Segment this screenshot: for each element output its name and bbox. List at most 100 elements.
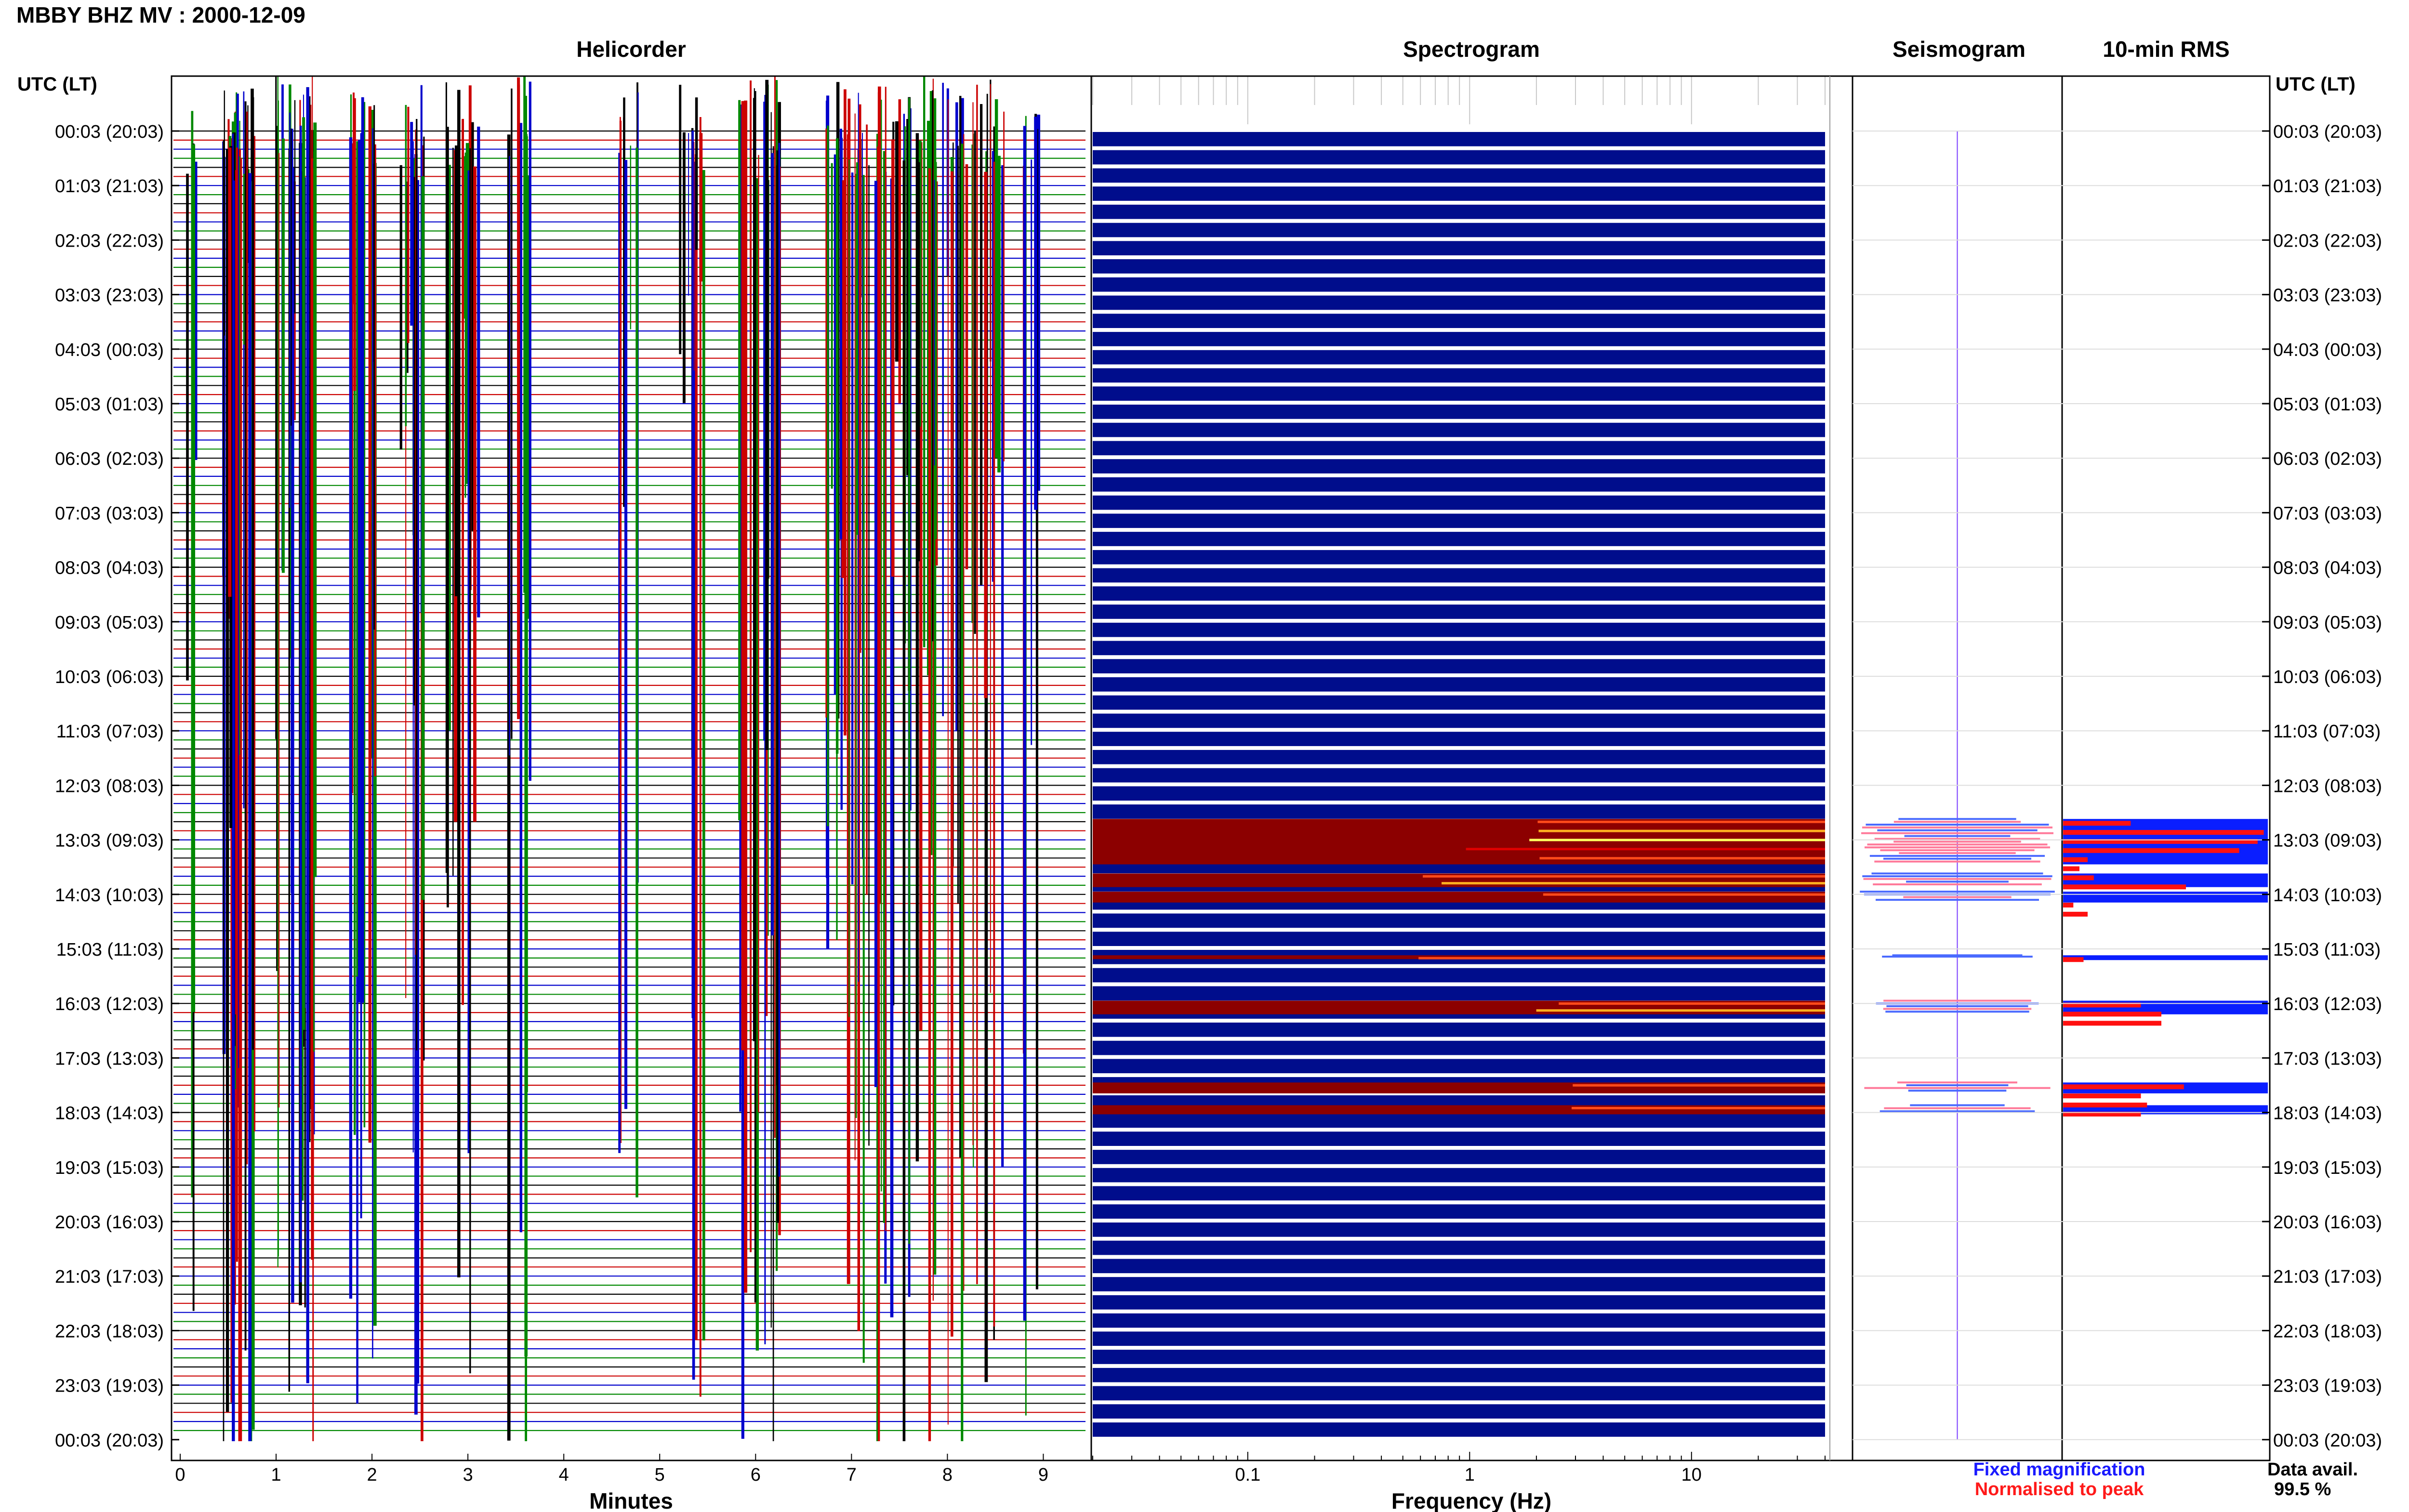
hour-label-left: 01:03 (21:03) — [55, 176, 164, 197]
legend-fixed-magnification: Fixed magnification — [1973, 1459, 2145, 1480]
spectrogram-row — [1093, 550, 1825, 565]
hour-label-left: 00:03 (20:03) — [55, 1431, 164, 1451]
rms-normalised-bar — [2063, 1012, 2161, 1017]
legend-normalised-to-peak: Normalised to peak — [1975, 1479, 2144, 1499]
hour-label-left: 08:03 (04:03) — [55, 558, 164, 579]
data-availability-label: Data avail. — [2267, 1459, 2358, 1480]
hour-label-right: 00:03 (20:03) — [2273, 122, 2382, 142]
minutes-tick-label: 3 — [463, 1465, 473, 1485]
hour-label-right: 09:03 (05:03) — [2273, 613, 2382, 633]
spectrogram-row — [1093, 241, 1825, 256]
hour-label-left: 13:03 (09:03) — [55, 831, 164, 851]
spectrogram-row — [1093, 1331, 1825, 1346]
spectrogram-row — [1093, 804, 1825, 819]
hour-label-left: 15:03 (11:03) — [56, 940, 164, 960]
panel-frames — [171, 75, 2271, 1461]
spectrogram-row — [1093, 277, 1825, 292]
spectrogram-row — [1093, 659, 1825, 673]
spectrogram-row — [1093, 968, 1825, 983]
hour-label-right: 06:03 (02:03) — [2273, 449, 2382, 469]
spectrogram-row — [1093, 749, 1825, 764]
hour-label-right: 08:03 (04:03) — [2273, 558, 2382, 579]
hour-label-right: 15:03 (11:03) — [2273, 940, 2381, 960]
minutes-tick-label: 5 — [655, 1465, 665, 1485]
spectrogram-row — [1093, 677, 1825, 692]
spectrogram-row — [1093, 332, 1825, 346]
spectrogram-row — [1093, 1168, 1825, 1183]
hour-label-left: 17:03 (13:03) — [55, 1049, 164, 1069]
panel-frame — [2061, 75, 2271, 1461]
spectrogram-row — [1093, 422, 1825, 437]
rms-normalised-bar — [2063, 875, 2094, 881]
spectrogram-row — [1093, 405, 1825, 419]
spectrogram-title: Spectrogram — [1403, 37, 1540, 62]
rms-normalised-bar — [2063, 903, 2074, 907]
hour-label-right: 14:03 (10:03) — [2273, 885, 2382, 906]
hour-label-left: 19:03 (15:03) — [55, 1158, 164, 1178]
hour-label-right: 13:03 (09:03) — [2273, 831, 2382, 851]
hour-label-left: 23:03 (19:03) — [55, 1376, 164, 1396]
minutes-tick-label: 2 — [367, 1465, 377, 1485]
spectrogram-row — [1093, 441, 1825, 456]
minutes-tick-label: 8 — [942, 1465, 953, 1485]
spectrogram-row — [1093, 1059, 1825, 1074]
rms-normalised-bar — [2063, 1103, 2147, 1108]
minutes-axis-label: Minutes — [589, 1488, 673, 1512]
spectrogram-row — [1093, 1313, 1825, 1328]
spectrogram-row — [1093, 1277, 1825, 1291]
frequency-tick-label: 1 — [1465, 1465, 1475, 1485]
hour-label-right: 10:03 (06:03) — [2273, 667, 2382, 687]
spectrogram-active-band — [1093, 1105, 1825, 1115]
rms-normalised-bar — [2063, 1093, 2141, 1099]
rms-normalised-bar — [2063, 884, 2186, 890]
hour-label-left: 00:03 (20:03) — [55, 122, 164, 142]
hour-label-right: 00:03 (20:03) — [2273, 1431, 2382, 1451]
spectrogram-row — [1093, 1240, 1825, 1255]
hour-label-right: 02:03 (22:03) — [2273, 231, 2382, 251]
hour-label-right: 17:03 (13:03) — [2273, 1049, 2382, 1069]
hour-label-right: 04:03 (00:03) — [2273, 340, 2382, 360]
hour-label-right: 01:03 (21:03) — [2273, 176, 2382, 197]
rms-normalised-bar — [2063, 821, 2131, 826]
spectrogram-row — [1093, 314, 1825, 328]
data-availability-value: 99.5 % — [2274, 1479, 2331, 1499]
spectrogram-row — [1093, 132, 1825, 146]
spectrogram-row — [1093, 513, 1825, 528]
rms-normalised-bar — [2063, 911, 2088, 917]
rms-normalised-bar — [2063, 1002, 2141, 1008]
hour-label-left: 04:03 (00:03) — [55, 340, 164, 360]
figure-title: MBBY BHZ MV : 2000-12-09 — [16, 2, 305, 27]
spectrogram-active-band — [1093, 819, 1825, 865]
spectrogram-row — [1093, 1040, 1825, 1055]
helicorder-traces — [173, 76, 1085, 1441]
spectrogram-row — [1093, 1186, 1825, 1201]
spectrogram-row — [1093, 1295, 1825, 1310]
rms-normalised-bar — [2063, 957, 2084, 962]
minutes-tick-label: 7 — [847, 1465, 857, 1485]
hour-label-left: 10:03 (06:03) — [55, 667, 164, 687]
utc-header-right: UTC (LT) — [2276, 74, 2356, 95]
hour-label-left: 05:03 (01:03) — [55, 394, 164, 415]
rms-normalised-bar — [2063, 848, 2239, 853]
spectrogram-row — [1093, 168, 1825, 183]
spectrogram-row — [1093, 1386, 1825, 1401]
spectrogram-row — [1093, 622, 1825, 637]
hour-label-right: 18:03 (14:03) — [2273, 1104, 2382, 1124]
spectrogram-row — [1093, 1150, 1825, 1164]
hour-label-right: 03:03 (23:03) — [2273, 286, 2382, 306]
rms-normalised-bar — [2063, 1021, 2161, 1026]
spectrogram-row — [1093, 768, 1825, 783]
spectrogram-row — [1093, 786, 1825, 801]
hour-label-right: 19:03 (15:03) — [2273, 1158, 2382, 1178]
spectrogram-row — [1093, 477, 1825, 492]
minutes-tick-label: 1 — [271, 1465, 281, 1485]
hour-label-right: 11:03 (07:03) — [2273, 722, 2381, 742]
rms-bars — [2063, 819, 2268, 1117]
hour-label-right: 23:03 (19:03) — [2273, 1376, 2382, 1396]
spectrogram-row — [1093, 605, 1825, 619]
spectrogram-active-band — [1093, 1082, 1825, 1093]
spectrogram-row — [1093, 1259, 1825, 1274]
frequency-tick-label: 10 — [1681, 1465, 1702, 1485]
spectrogram-row — [1093, 295, 1825, 310]
spectrogram-row — [1093, 1131, 1825, 1146]
